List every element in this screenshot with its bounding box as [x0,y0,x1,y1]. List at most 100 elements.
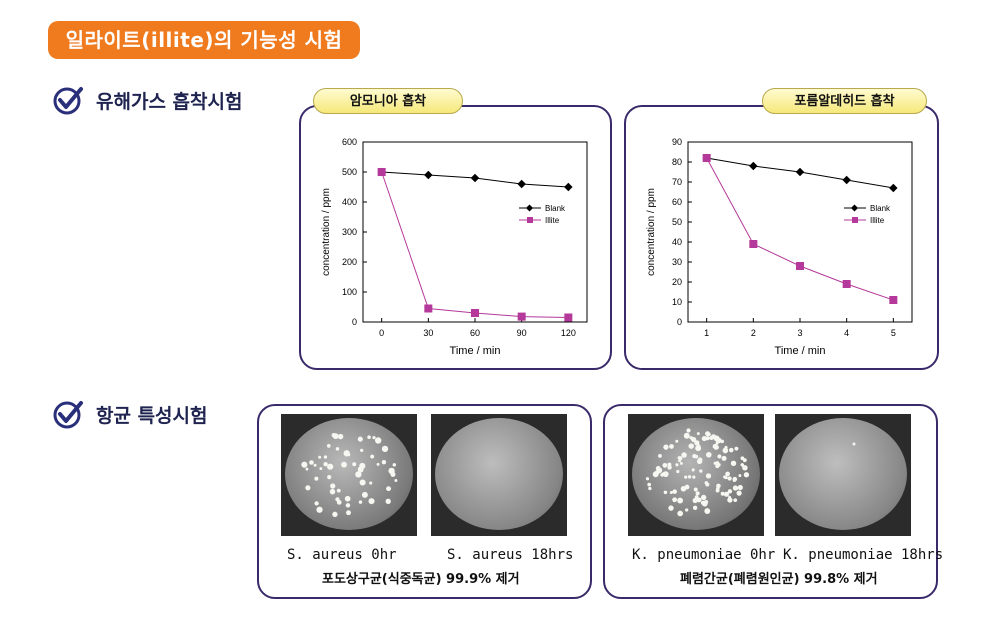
point-blank [470,173,480,183]
x-tick-label: 3 [797,328,802,338]
section-adsorption: 유해가스 흡착시험 [52,84,242,116]
legend-marker [527,217,533,223]
plot-frame [362,141,588,323]
x-axis-label: Time / min [450,345,501,357]
colony [663,490,668,495]
colony [727,497,733,503]
colony [696,497,702,503]
colony [314,501,319,506]
colony [715,488,720,493]
colony [381,459,387,465]
point-illite [889,296,898,304]
colony [725,472,729,476]
colony [654,470,660,476]
colony [699,469,703,473]
point-blank [564,182,573,192]
colony [681,452,687,458]
colony [732,485,739,491]
colony [341,461,347,468]
point-illite [471,309,479,317]
x-tick-label: 30 [423,328,433,338]
colony [316,506,323,513]
formaldehyde-chart-panel [624,105,939,370]
colony [372,436,376,440]
point-blank [889,183,898,193]
colony [323,455,328,459]
colony [357,436,363,442]
colony [352,462,357,467]
x-tick-label: 0 [379,328,384,338]
colony [705,473,712,479]
colony [677,497,684,504]
section-antibacterial: 항균 특성시험 [52,398,208,430]
y-tick-label: 600 [342,137,357,147]
colony [645,477,650,481]
k-pneumoniae-18hrs-dish-image [775,414,911,536]
k-pneumoniae-result: 폐렴간균(폐렴원인균) 99.8% 제거 [680,572,878,587]
point-blank [749,161,758,171]
colony [332,511,338,518]
colony [742,465,748,471]
colony [669,491,673,495]
point-illite [796,262,804,270]
colony [688,443,694,449]
colony [672,497,678,503]
ammonia-tab: 암모니아 흡착 [313,88,463,114]
colony [376,462,380,466]
colony [386,486,392,492]
colony [355,471,362,478]
colony [704,508,711,514]
colony [732,476,738,482]
colony [691,468,695,472]
y-tick-label: 0 [677,317,682,327]
check-circle-icon [53,87,83,115]
colony [683,432,690,439]
y-tick-label: 90 [672,137,682,147]
colony [722,447,729,454]
colony [716,483,721,489]
colony [343,450,350,457]
colony [336,499,342,505]
colony [346,510,351,516]
y-tick-label: 80 [672,157,682,167]
colony [370,454,375,459]
y-tick-label: 200 [342,257,357,267]
colony [728,495,732,499]
colony [696,432,700,436]
x-tick-label: 5 [891,328,896,338]
legend-marker [850,204,859,212]
colony [727,489,733,494]
colony [358,500,363,504]
y-axis-label: concentration / ppm [646,188,657,276]
colony [385,498,391,504]
x-tick-label: 2 [751,328,756,338]
colony [675,439,679,443]
colony [706,432,711,436]
colony [313,463,317,467]
colony [730,460,737,467]
colony [319,467,323,470]
colony [375,437,382,444]
colony [687,475,692,479]
s-aureus-result: 포도상구균(식중독균) 99.9% 제거 [322,572,520,587]
colony [301,461,308,468]
y-tick-label: 20 [672,277,682,287]
colony [678,459,682,463]
point-illite [702,154,711,162]
y-tick-label: 50 [672,217,682,227]
colony [662,462,668,468]
colony [684,475,688,479]
colony [360,448,364,452]
point-blank [424,170,433,180]
colony [392,463,397,467]
point-illite [424,304,433,313]
colony [647,482,652,487]
colony [734,446,739,451]
point-blank [795,167,805,177]
colony [691,436,697,443]
y-tick-label: 500 [342,167,357,177]
colony [305,467,309,471]
colony [680,486,687,492]
colony [723,475,727,479]
formaldehyde-tab: 포름알데히드 흡착 [762,88,927,114]
